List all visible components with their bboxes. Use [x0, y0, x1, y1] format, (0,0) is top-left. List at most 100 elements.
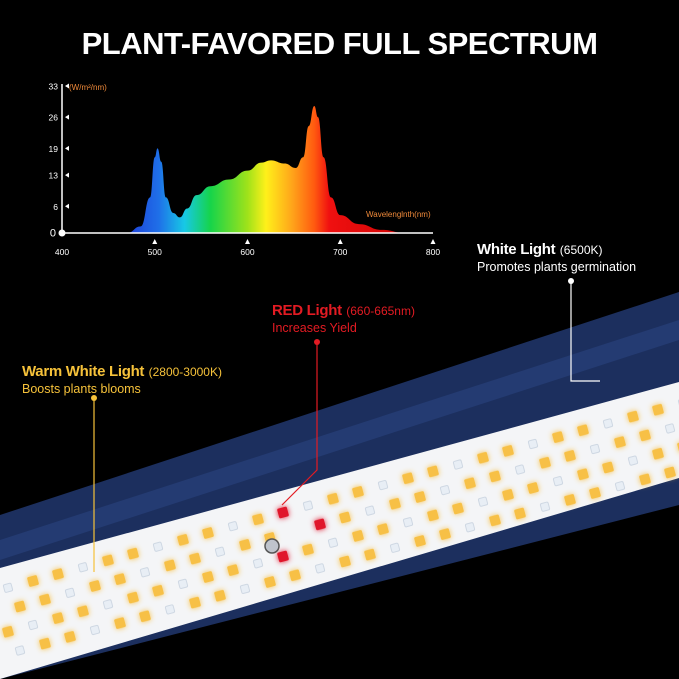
warm-light-spec: (2800-3000K) — [148, 365, 222, 379]
x-axis-label: Wavelenglnth(nm) — [366, 210, 431, 219]
warm-led — [339, 555, 351, 568]
warm-led — [52, 568, 64, 580]
warm-led — [77, 605, 89, 618]
warm-led — [89, 580, 101, 592]
warm-led — [114, 617, 126, 629]
warm-led — [564, 450, 576, 462]
y-tick-label: 13 — [49, 171, 59, 181]
warm-led — [489, 514, 501, 527]
warm-led — [639, 473, 651, 486]
warm-led — [64, 631, 76, 643]
y-tick-marker — [65, 145, 69, 151]
y-tick-marker — [65, 172, 69, 178]
y-axis-label: (W/m²/nm) — [69, 83, 107, 92]
warm-led — [414, 535, 426, 547]
warm-led — [202, 571, 214, 583]
red-light-spec: (660-665nm) — [346, 304, 415, 318]
white-light-title: White Light — [477, 241, 556, 258]
warm-led — [114, 573, 126, 585]
white-led — [364, 505, 376, 516]
y-tick-marker — [65, 114, 69, 120]
axis-origin — [58, 229, 66, 237]
warm-led — [602, 461, 614, 474]
warm-led — [189, 552, 201, 565]
white-led — [2, 582, 14, 593]
x-tick-label: 800 — [426, 247, 440, 257]
warm-led — [614, 436, 626, 448]
white-callout-dot — [568, 278, 574, 284]
warm-callout-dot — [91, 395, 97, 401]
red-light-callout: RED Light (660-665nm) Increases Yield — [272, 302, 415, 337]
red-led — [277, 506, 289, 519]
warm-light-desc: Boosts plants blooms — [22, 382, 141, 396]
white-led — [477, 496, 489, 507]
white-led — [327, 537, 339, 548]
white-led — [664, 423, 676, 434]
warm-led — [239, 539, 251, 551]
warm-led — [264, 576, 276, 588]
white-led — [439, 485, 451, 496]
warm-led — [189, 596, 201, 609]
y-tick-marker — [65, 203, 69, 209]
warm-led — [164, 559, 176, 572]
page-title: PLANT-FAVORED FULL SPECTRUM — [81, 26, 598, 61]
y-tick-label: 6 — [53, 202, 58, 212]
warm-light-title: Warm White Light — [22, 363, 145, 380]
screw-icon — [264, 538, 280, 554]
warm-led — [577, 468, 589, 481]
y-tick-marker — [65, 83, 69, 89]
red-callout-dot — [314, 339, 320, 345]
warm-led — [402, 472, 414, 485]
warm-led — [464, 477, 476, 490]
warm-led — [389, 498, 401, 510]
warm-light-callout: Warm White Light (2800-3000K) Boosts pla… — [22, 363, 222, 398]
warm-led — [414, 491, 426, 503]
white-led — [152, 541, 164, 552]
white-callout-line — [570, 281, 600, 382]
warm-led — [627, 410, 639, 423]
warm-led — [502, 489, 514, 501]
white-led — [402, 517, 414, 528]
y-tick-label: 33 — [49, 82, 59, 92]
white-led — [302, 500, 314, 511]
white-led — [77, 562, 89, 573]
warm-led — [139, 610, 151, 623]
warm-led — [127, 591, 139, 604]
white-led — [139, 567, 151, 578]
warm-led — [152, 584, 164, 597]
warm-led — [302, 543, 314, 556]
warm-led — [502, 445, 514, 457]
white-led — [27, 619, 39, 631]
y-tick-label: 26 — [49, 113, 59, 123]
white-led — [589, 443, 601, 455]
warm-led — [539, 456, 551, 469]
warm-led — [177, 534, 189, 546]
warm-led — [489, 470, 501, 483]
warm-led — [352, 486, 364, 498]
white-led — [252, 558, 264, 569]
warm-led — [652, 403, 664, 416]
white-led — [102, 599, 114, 610]
warm-led — [552, 431, 564, 443]
white-led — [64, 587, 76, 598]
x-tick-label: 600 — [240, 247, 254, 257]
white-led — [602, 418, 614, 429]
housing-rim — [0, 320, 679, 560]
warm-led — [427, 509, 439, 522]
warm-led — [14, 600, 26, 613]
white-light-desc: Promotes plants germination — [477, 260, 637, 274]
warm-led — [289, 569, 301, 581]
white-led — [389, 542, 401, 553]
warm-led — [527, 482, 539, 494]
red-led — [314, 518, 326, 531]
warm-led — [39, 593, 51, 606]
warm-led — [377, 523, 389, 535]
warm-led — [439, 528, 451, 540]
white-led — [377, 480, 389, 491]
x-tick-marker — [430, 239, 436, 244]
warm-led — [227, 564, 239, 576]
x-tick-marker — [245, 239, 250, 244]
warm-led — [664, 466, 676, 479]
